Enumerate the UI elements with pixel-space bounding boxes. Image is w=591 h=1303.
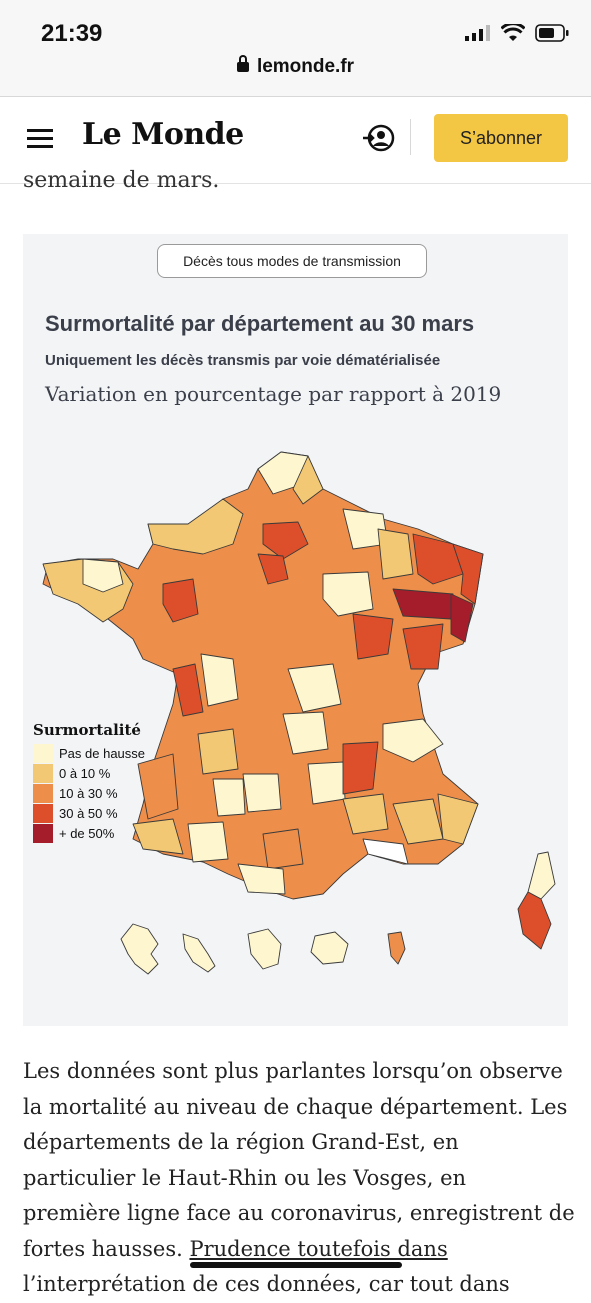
wifi-icon: [501, 24, 525, 41]
map-figure: Décès tous modes de transmission Surmort…: [23, 234, 568, 1026]
header-divider: [410, 119, 411, 155]
paragraph-line: Les données sont plus parlantes lorsqu’o…: [23, 1059, 563, 1083]
figure-title: Surmortalité par département au 30 mars: [45, 311, 475, 336]
map-dept-yonne: [322, 571, 374, 617]
map-dept-gironde: [137, 753, 179, 820]
map-dept-vienne: [172, 663, 204, 717]
map-dept-charente: [197, 728, 239, 775]
article-text-clipped: semaine de mars.: [23, 168, 220, 193]
legend-label: + de 50%: [59, 825, 115, 841]
map-dept-lot: [212, 778, 246, 817]
map-dept-guadeloupe: [120, 923, 159, 975]
address-bar[interactable]: lemonde.fr: [0, 55, 591, 78]
signal-icon: [465, 25, 490, 41]
figure-subtitle: Uniquement les décès transmis par voie d…: [45, 352, 441, 369]
legend-item: 30 à 50 %: [33, 803, 145, 823]
browser-status-bar: 21:39 lemonde.fr: [0, 0, 591, 97]
legend-label: 30 à 50 %: [59, 805, 118, 821]
paragraph-line: la mortalité au niveau de chaque départe…: [23, 1094, 568, 1119]
map-dept-haute-marne: [352, 613, 394, 660]
legend-label: Pas de hausse: [59, 745, 146, 761]
paragraph-line-cut: l’interprétation de ces données, car tou…: [23, 1272, 510, 1296]
map-dept-alpes-maritimes: [437, 793, 479, 845]
figure-description: Variation en pourcentage par rapport à 2…: [45, 382, 502, 406]
map-dept-val-doise: [262, 521, 309, 560]
menu-icon[interactable]: [27, 129, 53, 149]
battery-icon: [535, 24, 569, 42]
map-dept-mayotte: [387, 931, 406, 965]
paragraph-line: première ligne face au coronavirus, enre…: [23, 1201, 575, 1225]
article-paragraph: Les données sont plus parlantes lorsqu’o…: [23, 1054, 575, 1303]
map-dept-haut-rhin: [450, 593, 474, 643]
account-icon[interactable]: [363, 124, 395, 152]
map-dept-moselle: [412, 533, 464, 585]
legend-label: 0 à 10 %: [59, 765, 111, 781]
map-dept-puy-de-dome: [282, 711, 329, 755]
transmission-toggle-button[interactable]: Décès tous modes de transmission: [157, 244, 427, 278]
map-dept-gers: [187, 821, 229, 863]
map-dept-landes: [132, 818, 184, 855]
map-dept-corse-du-sud: [517, 891, 552, 950]
legend-swatch: [33, 823, 53, 843]
lock-icon: [236, 55, 249, 72]
map-dept-finistere: [82, 558, 124, 593]
map-dept-tarn: [262, 828, 304, 870]
map-dept-mayenne: [162, 578, 199, 623]
legend-swatch: [33, 783, 53, 803]
map-dept-allier: [287, 663, 342, 713]
legend-item: Pas de hausse: [33, 743, 145, 763]
map-region-normandie: [147, 498, 244, 555]
map-legend: Surmortalité Pas de hausse 0 à 10 % 10 à…: [33, 721, 145, 843]
legend-swatch: [33, 743, 53, 763]
legend-title: Surmortalité: [33, 721, 141, 739]
map-dept-vosges: [392, 588, 454, 620]
map-dept-isere: [342, 741, 379, 795]
site-header: Le Monde S’abonner: [0, 97, 591, 184]
legend-item: 0 à 10 %: [33, 763, 145, 783]
map-dept-drome: [342, 793, 389, 835]
site-logo[interactable]: Le Monde: [82, 117, 244, 152]
legend-swatch: [33, 763, 53, 783]
map-dept-martinique: [182, 933, 216, 973]
map-dept-bouches-du-rhone: [362, 838, 409, 865]
legend-swatch: [33, 803, 53, 823]
map-dept-bas-rhin: [452, 543, 484, 605]
paragraph-line: départements de la région Grand-Est, en: [23, 1130, 459, 1154]
map-dept-savoie: [382, 718, 444, 763]
map-dept-indre: [200, 653, 239, 707]
map-dept-paris: [257, 553, 289, 585]
legend-label: 10 à 30 %: [59, 785, 118, 801]
map-dept-guyane: [247, 928, 282, 970]
paragraph-line: fortes hausses. Prudence toutefois dans: [23, 1232, 571, 1268]
map-dept-correze: [242, 773, 282, 813]
legend-item: + de 50%: [33, 823, 145, 843]
paragraph-line: particulier le Haut-Rhin ou les Vosges, …: [23, 1165, 467, 1190]
clock: 21:39: [41, 20, 103, 47]
url-text: lemonde.fr: [256, 56, 355, 77]
status-icons: [465, 24, 569, 42]
map-dept-meuse: [377, 528, 414, 580]
map-dept-haute-corse: [527, 851, 556, 900]
paragraph-text: fortes hausses.: [23, 1236, 190, 1261]
map-dept-reunion: [310, 931, 349, 965]
map-dept-pas-de-calais: [292, 455, 324, 505]
map-dept-cantal: [307, 761, 346, 805]
home-indicator[interactable]: [190, 1262, 402, 1268]
article-link[interactable]: Prudence toutefois dans: [189, 1236, 448, 1261]
map-dept-doubs: [402, 623, 444, 670]
subscribe-button[interactable]: S’abonner: [434, 114, 568, 162]
legend-item: 10 à 30 %: [33, 783, 145, 803]
france-map[interactable]: [23, 444, 568, 1004]
map-dept-aude: [237, 863, 286, 895]
